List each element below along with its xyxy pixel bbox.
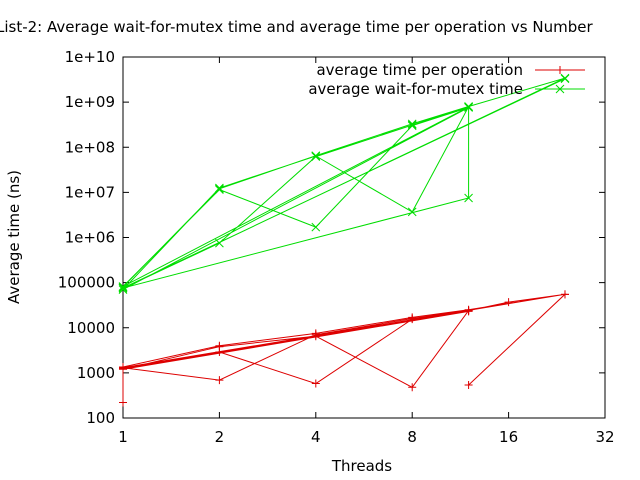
x-tick-label: 4: [311, 428, 321, 446]
y-tick-label: 1e+07: [65, 183, 115, 201]
data-point: [311, 151, 321, 161]
y-axis: 100 1000 10000 100000 1e+06 1e+07 1e+08 1e+09 1e…: [58, 48, 605, 427]
data-point: [464, 306, 473, 315]
y-tick-label: 1e+08: [65, 138, 115, 156]
data-point: [560, 74, 570, 84]
legend-marker: [555, 84, 565, 94]
data-point: [118, 282, 128, 291]
series-1: [119, 290, 569, 407]
data-point: [215, 183, 224, 193]
y-tick-label: 1e+09: [65, 93, 115, 111]
legend-label: average wait-for-mutex time: [308, 80, 523, 98]
y-tick-label: 10000: [67, 319, 115, 337]
data-point: [408, 315, 417, 324]
x-tick-label: 8: [407, 428, 417, 446]
data-point: [464, 193, 473, 203]
data-point: [215, 376, 224, 385]
data-point: [504, 298, 513, 307]
data-point: [118, 285, 128, 294]
data-point: [119, 398, 127, 407]
y-tick-label: 1e+06: [65, 229, 115, 247]
data-point: [215, 342, 224, 351]
x-axis: 1 2 4 8 16 32: [118, 57, 615, 446]
legend-marker: [556, 66, 564, 74]
y-axis-label: Average time (ns): [5, 170, 23, 304]
data-point: [407, 119, 417, 129]
series-2: [118, 73, 570, 294]
x-axis-label: Threads: [331, 457, 392, 475]
x-tick-label: 16: [499, 428, 518, 446]
data-point: [407, 121, 417, 131]
data-point: [464, 103, 473, 112]
y-tick-label: 100: [86, 409, 115, 427]
data-point: [407, 207, 417, 217]
data-point: [215, 184, 224, 194]
data-point: [464, 380, 473, 389]
chart-title: List-2: Average wait-for-mutex time and …: [0, 18, 593, 36]
y-tick-label: 1000: [77, 364, 115, 382]
data-point: [215, 238, 224, 248]
data-point: [311, 222, 321, 232]
data-point: [118, 283, 128, 293]
x-tick-label: 1: [118, 428, 128, 446]
x-tick-label: 2: [215, 428, 225, 446]
data-point: [311, 332, 320, 341]
legend-label: average time per operation: [316, 61, 523, 79]
data-point: [311, 379, 320, 388]
plot-frame: [122, 56, 606, 419]
data-point: [464, 102, 473, 112]
data-point: [119, 365, 127, 374]
series-line: [122, 77, 566, 291]
data-point: [560, 290, 569, 299]
series-layer: [118, 73, 570, 407]
data-point: [215, 185, 224, 194]
series-line: [122, 293, 567, 403]
y-tick-label: 100000: [58, 274, 115, 292]
data-point: [408, 383, 417, 392]
y-tick-label: 1e+10: [65, 48, 115, 66]
x-tick-label: 32: [595, 428, 614, 446]
